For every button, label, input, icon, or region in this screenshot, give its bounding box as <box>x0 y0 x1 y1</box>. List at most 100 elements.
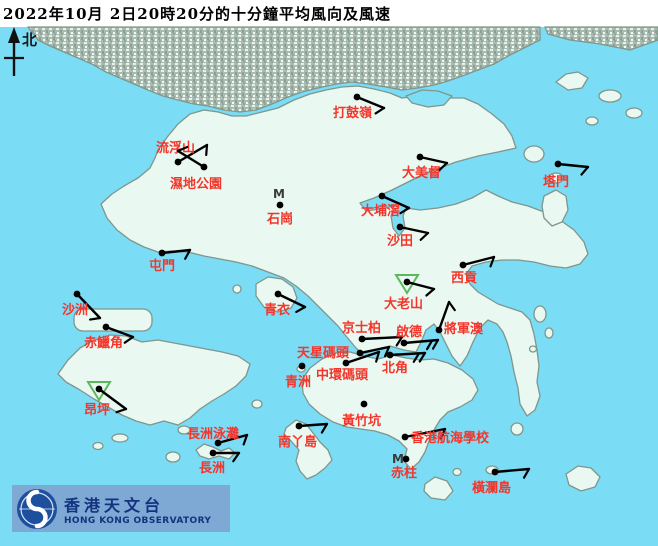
station-waglan-island[interactable]: 橫瀾島 <box>472 467 531 496</box>
wind-barb-shaft <box>75 292 102 320</box>
station-tates-cairn[interactable]: 大老山 <box>384 274 436 312</box>
station-stanley[interactable]: M赤柱 <box>391 452 417 481</box>
landmasses <box>27 26 658 501</box>
station-green-island[interactable]: 青洲 <box>285 362 311 390</box>
wind-barb-feather <box>395 335 404 347</box>
station-tseung-kwan-o[interactable]: 將軍澳 <box>435 300 484 337</box>
po-toi-island <box>423 476 454 501</box>
station-label: 打鼓嶺 <box>333 105 372 121</box>
lamma-island-shape <box>283 419 333 480</box>
station-sai-kung[interactable]: 西貢 <box>451 255 496 286</box>
missing-data-marker: M <box>273 187 285 201</box>
station-label: 啟德 <box>396 324 422 340</box>
station-dot <box>214 439 222 447</box>
station-tuen-mun[interactable]: 屯門 <box>149 248 192 274</box>
wind-barb-shaft <box>176 143 209 164</box>
wind-barb-shaft <box>297 422 329 428</box>
station-label: 香港航海學校 <box>410 430 490 446</box>
wind-barb-feather <box>123 335 135 344</box>
wind-barb-shaft <box>358 345 391 355</box>
wind-barb-shaft <box>160 248 192 255</box>
hko-name-english: HONG KONG OBSERVATORY <box>64 515 212 526</box>
wind-barb-shaft <box>276 292 307 309</box>
beaufort-island <box>452 467 462 477</box>
wind-barb-shaft <box>355 95 386 110</box>
station-dot <box>158 249 166 257</box>
station-ta-kwu-ling[interactable]: 打鼓嶺 <box>333 93 386 121</box>
wind-barb-feather <box>205 143 209 157</box>
station-cheung-chau[interactable]: 長洲 <box>199 449 241 476</box>
wind-barb-feather <box>232 451 241 463</box>
station-central-pier[interactable]: 中環碼頭 <box>316 350 381 383</box>
station-dot <box>95 385 103 393</box>
wind-barb-feather <box>489 255 496 268</box>
station-label: 赤柱 <box>391 465 417 481</box>
wind-barb-shaft <box>176 149 206 169</box>
station-dot <box>386 351 394 359</box>
wind-barb-feather <box>176 145 189 153</box>
wind-barb-feather <box>242 433 249 446</box>
station-dot <box>554 160 562 168</box>
station-lamma-island[interactable]: 南丫島 <box>278 422 329 450</box>
station-kings-park[interactable]: 京士柏 <box>342 320 404 347</box>
shenzhen-land <box>27 26 541 113</box>
station-dot <box>200 163 208 171</box>
station-dot <box>396 223 404 231</box>
hko-name-chinese: 香港天文台 <box>64 495 165 515</box>
ne-isle-3 <box>585 116 599 126</box>
north-arrowhead-icon <box>8 27 20 43</box>
ne-isle-2 <box>625 107 643 119</box>
station-tai-po-kau[interactable]: 大埔滘 <box>361 192 411 219</box>
station-tai-mei-tuk[interactable]: 大美督 <box>402 153 449 181</box>
station-kai-tak[interactable]: 啟德 <box>396 324 440 351</box>
high-island <box>541 189 569 227</box>
station-wetland-park[interactable]: 濕地公園 <box>170 145 222 192</box>
wind-barb-feather <box>431 338 440 350</box>
station-label: 青衣 <box>264 302 290 318</box>
new-territories-land <box>100 85 589 417</box>
wind-barb-shaft <box>418 155 449 165</box>
station-wong-chuk-hang[interactable]: 黃竹坑 <box>341 400 381 429</box>
wind-barb-shaft <box>344 350 381 365</box>
wind-barb-feather <box>522 467 531 479</box>
station-dot <box>102 323 110 331</box>
tung-lung-chau <box>510 422 524 436</box>
station-sha-tin[interactable]: 沙田 <box>387 223 430 249</box>
station-dot <box>401 433 409 441</box>
station-label: 濕地公園 <box>170 176 222 192</box>
station-sha-chau[interactable]: 沙洲 <box>62 290 102 321</box>
station-ngong-ping[interactable]: 昂坪 <box>84 381 128 418</box>
station-tap-mun[interactable]: 塔門 <box>543 160 590 190</box>
station-tsing-yi[interactable]: 青衣 <box>264 290 307 318</box>
airport-island <box>73 308 153 332</box>
station-label: 長洲泳灘 <box>187 426 239 442</box>
station-label: 南丫島 <box>278 434 317 450</box>
station-label: 大埔滘 <box>361 203 400 219</box>
wind-barb-feather <box>580 165 590 176</box>
station-star-ferry-pier[interactable]: 天星碼頭 <box>297 345 391 361</box>
station-dot <box>174 158 182 166</box>
station-label: 屯門 <box>149 258 175 274</box>
station-chek-lap-kok[interactable]: 赤鱲角 <box>84 323 135 351</box>
station-dot <box>342 359 350 367</box>
station-north-point[interactable]: 北角 <box>382 351 427 376</box>
hko-logo-banner[interactable]: 香港天文台 HONG KONG OBSERVATORY <box>12 485 230 532</box>
wind-barb-feather <box>374 106 386 115</box>
lantau-island <box>57 334 251 426</box>
station-hk-sea-school[interactable]: 香港航海學校 <box>401 427 490 446</box>
station-cheung-chau-beach[interactable]: 長洲泳灘 <box>187 426 249 447</box>
ma-wan-island <box>232 284 242 294</box>
wind-barb-shaft <box>104 325 135 339</box>
station-dot <box>435 326 443 334</box>
station-dot <box>400 339 408 347</box>
peng-chau <box>251 399 263 409</box>
station-label: 大美督 <box>402 165 441 181</box>
station-lau-fau-shan[interactable]: 流浮山 <box>156 140 209 166</box>
wind-barb-feather <box>425 339 434 351</box>
station-shek-kong[interactable]: M 石崗 <box>266 187 293 227</box>
station-dot <box>209 449 217 457</box>
station-dot <box>360 400 368 408</box>
station-label: 流浮山 <box>156 140 195 156</box>
wind-barb-shaft <box>97 387 128 411</box>
